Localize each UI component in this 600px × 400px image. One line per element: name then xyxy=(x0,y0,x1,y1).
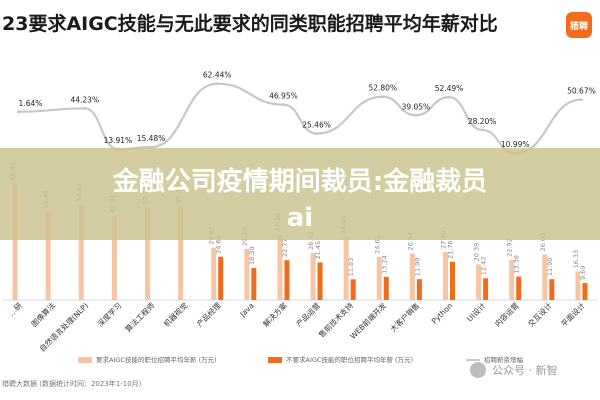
bar-aigc-label: 20.39 xyxy=(473,243,481,262)
bar-aigc xyxy=(12,183,18,300)
bar-aigc xyxy=(78,204,84,300)
bar-aigc xyxy=(178,206,184,300)
bar-aigc xyxy=(542,254,548,300)
increase-label: 46.95% xyxy=(269,92,298,101)
watermark: 公众号 · 新智 xyxy=(470,362,558,378)
brand-logo: 猎聘 xyxy=(566,12,592,38)
legend-swatch-no-aigc xyxy=(268,357,282,363)
bar-no-aigc xyxy=(317,262,323,300)
bar-no-aigc xyxy=(218,256,224,300)
increase-label: 52.80% xyxy=(368,84,397,93)
increase-point xyxy=(149,145,153,149)
bar-no-aigc xyxy=(483,278,489,300)
bar-aigc xyxy=(45,211,51,300)
bar-no-aigc-label: 9.69 xyxy=(579,266,587,280)
brand-logo-text: 猎聘 xyxy=(570,20,588,32)
bar-no-aigc-label: 21.76 xyxy=(447,240,455,259)
bar-no-aigc-label: 11.90 xyxy=(413,258,421,277)
bar-aigc xyxy=(376,256,382,300)
increase-point xyxy=(414,113,418,117)
bar-aigc xyxy=(211,247,217,300)
bar-no-aigc xyxy=(416,279,422,300)
bar-no-aigc-label: 11.83 xyxy=(347,258,355,277)
bar-no-aigc xyxy=(549,279,555,300)
bar-aigc xyxy=(145,207,150,300)
banner-line-1: 金融公司疫情期间裁员:金融裁员 xyxy=(112,166,487,197)
bar-no-aigc xyxy=(582,283,588,300)
legend-label-increase: 招聘薪资增幅 xyxy=(484,355,524,364)
increase-label: 15.48% xyxy=(137,134,166,143)
bar-no-aigc-label: 24.68 xyxy=(215,235,223,254)
bar-aigc-label: 24.61 xyxy=(373,235,381,254)
legend: 要求AIGC技能的职位招聘平均年薪 (万元) 不要求AIGC技能的职位招聘平均年薪… xyxy=(78,355,524,364)
bar-no-aigc xyxy=(383,276,389,300)
source-note: 猎聘大数据 (数据统计时间：2023年1-10月) xyxy=(2,379,142,388)
bar-no-aigc xyxy=(350,279,356,300)
legend-swatch-aigc xyxy=(78,357,92,363)
bar-no-aigc-label: 18.30 xyxy=(248,246,256,265)
increase-point xyxy=(17,110,21,114)
bar-no-aigc-label: 12.42 xyxy=(480,257,488,276)
bar-no-aigc-label: 22.77 xyxy=(281,239,289,258)
bar-aigc xyxy=(111,216,117,300)
increase-label: 50.67% xyxy=(567,87,596,96)
increase-point xyxy=(579,98,583,102)
legend-label-no-aigc: 不要求AIGC技能的职位招聘平均年薪 (万元) xyxy=(286,355,413,364)
bar-no-aigc-label: 21.45 xyxy=(314,241,322,260)
increase-point xyxy=(381,95,385,99)
increase-point xyxy=(315,132,319,136)
bar-aigc xyxy=(443,252,448,300)
bar-no-aigc xyxy=(284,260,290,300)
bar-aigc-label: 26.54 xyxy=(406,232,414,251)
wechat-icon xyxy=(470,362,486,378)
bar-aigc xyxy=(509,259,515,300)
bar-no-aigc-label: 11.90 xyxy=(546,258,554,277)
watermark-text: 公众号 · 新智 xyxy=(492,363,558,377)
increase-label: 44.23% xyxy=(70,95,99,104)
increase-label: 13.91% xyxy=(104,136,133,145)
banner-line-2: ai xyxy=(287,203,313,233)
bar-aigc xyxy=(476,264,482,300)
bar-aigc-label: 22.92 xyxy=(506,238,514,257)
increase-label: 28.20% xyxy=(468,117,497,126)
bar-aigc-label: 26.00 xyxy=(539,233,547,252)
bar-no-aigc xyxy=(450,261,455,300)
increase-label: 62.44% xyxy=(203,71,232,80)
increase-label: 52.49% xyxy=(435,84,464,93)
bar-aigc xyxy=(343,236,349,300)
increase-point xyxy=(480,128,484,132)
bar-aigc xyxy=(409,253,415,300)
bar-aigc-label: 16.33 xyxy=(572,250,580,269)
bar-aigc-label: 26.92 xyxy=(307,231,315,250)
increase-point xyxy=(215,82,219,86)
bar-aigc xyxy=(310,252,316,300)
bar-aigc xyxy=(277,234,283,300)
overlay-banner: 金融公司疫情期间裁员:金融裁员 ai xyxy=(0,148,600,240)
bar-no-aigc-label: 13.38 xyxy=(513,255,521,274)
bar-aigc xyxy=(244,249,250,300)
bar-no-aigc xyxy=(516,276,522,300)
legend-label-aigc: 要求AIGC技能的职位招聘平均年薪 (万元) xyxy=(96,355,217,364)
bar-aigc xyxy=(575,271,581,300)
bar-no-aigc xyxy=(251,267,257,300)
increase-point xyxy=(83,106,87,110)
increase-label: 39.05% xyxy=(402,102,431,111)
chart-title: 23要求AIGC技能与无此要求的同类职能招聘平均年薪对比 xyxy=(2,12,498,35)
increase-label: 10.99% xyxy=(501,140,530,149)
increase-point xyxy=(447,95,451,99)
bar-no-aigc-label: 13.24 xyxy=(380,255,388,274)
increase-point xyxy=(281,103,285,107)
increase-label: 25.46% xyxy=(302,121,331,130)
increase-label: 1.64% xyxy=(19,99,43,108)
